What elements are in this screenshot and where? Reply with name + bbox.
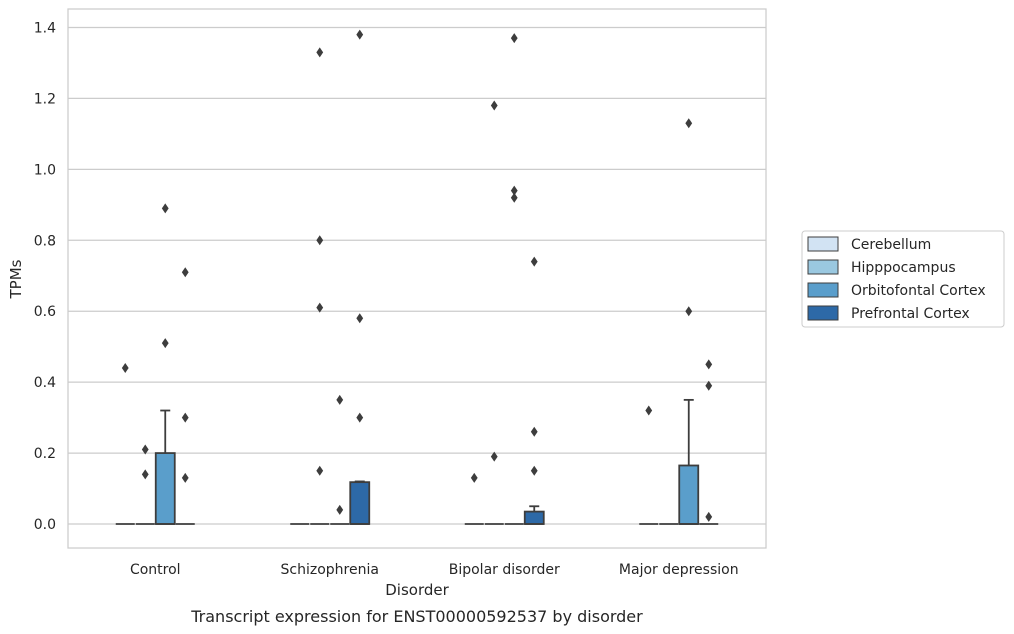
outlier-point	[316, 465, 324, 476]
outlier-point	[530, 426, 538, 437]
outlier-point	[141, 444, 149, 455]
legend: Cerebellum Hipppocampus Orbitofontal Corte…	[801, 230, 1005, 328]
y-tick-label: 1.4	[34, 21, 56, 37]
legend-label: Cerebellum	[851, 237, 931, 253]
y-tick-label: 1.2	[34, 91, 56, 107]
legend-entries: Cerebellum Hipppocampus Orbitofontal Corte…	[807, 236, 986, 322]
box-rect	[678, 464, 700, 525]
x-tick-label: Schizophrenia	[281, 562, 379, 578]
outlier-point	[490, 451, 498, 462]
y-tick-label: 0.2	[34, 446, 56, 462]
outlier-point	[141, 469, 149, 480]
box-rect	[523, 510, 545, 525]
legend-swatch	[807, 259, 839, 275]
outlier-point	[336, 394, 344, 405]
outlier-point	[490, 100, 498, 111]
outlier-point	[510, 33, 518, 44]
legend-label: Orbitofontal Cortex	[851, 283, 986, 299]
y-axis-label: TPMs	[7, 259, 25, 299]
outlier-point	[510, 185, 518, 196]
x-axis-label: Disorder	[385, 581, 449, 599]
x-tick-label: Bipolar disorder	[449, 562, 560, 578]
legend-frame	[801, 230, 1005, 328]
y-tick-labels: 0.0 0.2 0.4 0.6 0.8 1.0 1.2 1.4	[34, 21, 56, 534]
outlier-point	[121, 362, 129, 373]
outlier-point	[161, 338, 169, 349]
outlier-point	[510, 192, 518, 203]
outlier-point	[181, 472, 189, 483]
y-tick-label: 1.0	[34, 162, 56, 178]
legend-label: Prefrontal Cortex	[851, 306, 970, 322]
outlier-point	[685, 306, 693, 317]
outlier-point	[685, 118, 693, 129]
outlier-point	[705, 359, 713, 370]
outlier-point	[181, 412, 189, 423]
box-rect	[154, 452, 176, 525]
box-orbitofontal-cortex	[678, 398, 700, 525]
outlier-point	[356, 412, 364, 423]
x-tick-label: Major depression	[619, 562, 739, 578]
legend-swatch	[807, 236, 839, 252]
box-rect	[349, 481, 371, 525]
outlier-point	[181, 267, 189, 278]
outlier-point	[530, 256, 538, 267]
outlier-point	[645, 405, 653, 416]
legend-swatch	[807, 305, 839, 321]
outlier-point	[705, 380, 713, 391]
gridlines	[68, 26, 766, 525]
outlier-point	[470, 472, 478, 483]
y-tick-label: 0.8	[34, 233, 56, 249]
outlier-point	[705, 511, 713, 522]
plot-frame	[67, 8, 767, 549]
outlier-point	[316, 302, 324, 313]
x-tick-labels: Control Schizophrenia Bipolar disorder Majo…	[130, 562, 739, 578]
outlier-point	[161, 203, 169, 214]
outlier-point	[316, 47, 324, 58]
y-tick-label: 0.0	[34, 517, 56, 533]
x-tick-label: Control	[130, 562, 181, 578]
legend-label: Hipppocampus	[851, 260, 956, 276]
outlier-point	[530, 465, 538, 476]
chart-caption: Transcript expression for ENST0000059253…	[190, 607, 643, 626]
y-tick-label: 0.4	[34, 375, 56, 391]
y-tick-label: 0.6	[34, 304, 56, 320]
outlier-points	[121, 29, 713, 522]
box-orbitofontal-cortex	[154, 409, 176, 525]
outlier-point	[336, 504, 344, 515]
outlier-point	[356, 313, 364, 324]
legend-swatch	[807, 282, 839, 298]
outlier-point	[316, 235, 324, 246]
outlier-point	[356, 29, 364, 40]
box-prefrontal-cortex	[523, 505, 545, 525]
boxes	[115, 398, 719, 525]
box-prefrontal-cortex	[349, 480, 371, 525]
